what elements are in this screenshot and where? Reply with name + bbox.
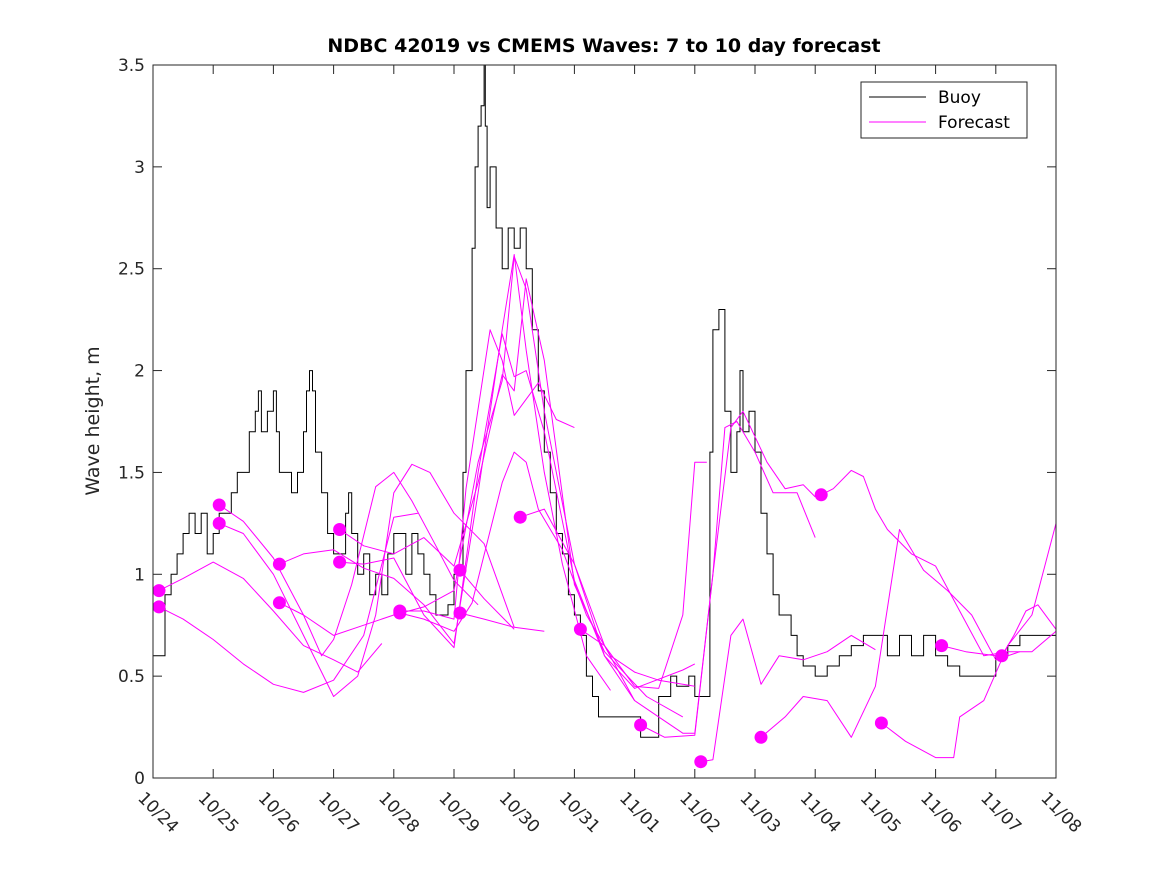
forecast-series-line-10 bbox=[399, 451, 695, 687]
y-tick-label: 2.5 bbox=[118, 260, 145, 280]
plot-area bbox=[153, 65, 1056, 778]
forecast-start-marker-16 bbox=[694, 755, 708, 769]
forecast-start-marker-10 bbox=[393, 606, 407, 620]
forecast-start-marker-5 bbox=[272, 557, 286, 571]
legend-buoy-label: Buoy bbox=[938, 88, 981, 108]
forecast-start-marker-19 bbox=[874, 716, 888, 730]
forecast-series-line-7 bbox=[339, 278, 684, 718]
forecast-start-marker-1 bbox=[152, 584, 166, 598]
plot-frame bbox=[152, 64, 1057, 779]
legend: Buoy Forecast bbox=[860, 81, 1028, 139]
forecast-start-marker-3 bbox=[212, 498, 226, 512]
forecast-start-marker-4 bbox=[212, 516, 226, 530]
buoy-series-line bbox=[153, 64, 1056, 738]
forecast-start-marker-7 bbox=[333, 523, 347, 536]
forecast-series-line-3 bbox=[218, 471, 479, 657]
marker-layer bbox=[152, 488, 1009, 769]
forecast-start-marker-11 bbox=[453, 563, 467, 577]
forecast-start-marker-12 bbox=[453, 606, 467, 620]
forecast-start-marker-15 bbox=[634, 718, 648, 732]
y-tick-label: 0.5 bbox=[118, 667, 145, 687]
forecast-series-line-5 bbox=[279, 254, 611, 691]
forecast-series-line-16 bbox=[700, 618, 876, 763]
legend-box bbox=[860, 81, 1028, 139]
forecast-series-line-9 bbox=[399, 329, 575, 620]
forecast-start-marker-6 bbox=[272, 596, 286, 610]
y-tick-label: 3 bbox=[134, 158, 145, 178]
forecast-series-line-20 bbox=[941, 645, 996, 657]
forecast-series-line-21 bbox=[1001, 604, 1057, 657]
forecast-series-line-18 bbox=[820, 469, 1057, 657]
chart-title: NDBC 42019 vs CMEMS Waves: 7 to 10 day f… bbox=[327, 35, 880, 57]
y-tick-label: 2 bbox=[134, 362, 145, 382]
forecast-series-line-12 bbox=[459, 612, 545, 632]
y-axis-label: Wave height, m bbox=[82, 346, 104, 495]
forecast-start-marker-2 bbox=[152, 600, 166, 614]
series-layer bbox=[153, 64, 1057, 763]
forecast-series-line-19 bbox=[881, 523, 1057, 759]
forecast-series-line-8 bbox=[339, 333, 696, 689]
forecast-series-line-17 bbox=[760, 529, 1021, 738]
forecast-start-marker-20 bbox=[935, 639, 949, 653]
y-tick-label: 0 bbox=[134, 769, 145, 789]
forecast-start-marker-14 bbox=[573, 622, 587, 636]
y-tick-label: 3.5 bbox=[118, 56, 145, 76]
forecast-start-marker-18 bbox=[814, 488, 828, 502]
y-tick-label: 1.5 bbox=[118, 463, 145, 483]
forecast-start-marker-8 bbox=[333, 555, 347, 569]
forecast-start-marker-21 bbox=[995, 649, 1009, 663]
y-tick-label: 1 bbox=[134, 565, 145, 585]
forecast-start-marker-13 bbox=[513, 510, 527, 524]
forecast-series-line-11 bbox=[459, 569, 515, 630]
forecast-series-line-15 bbox=[640, 410, 816, 738]
forecast-series-line-4 bbox=[219, 463, 515, 697]
forecast-series-line-2 bbox=[158, 512, 418, 693]
legend-forecast-label: Forecast bbox=[938, 113, 1010, 133]
forecast-series-line-1 bbox=[158, 561, 383, 673]
forecast-start-marker-17 bbox=[754, 730, 768, 744]
forecast-series-line-13 bbox=[520, 461, 707, 689]
